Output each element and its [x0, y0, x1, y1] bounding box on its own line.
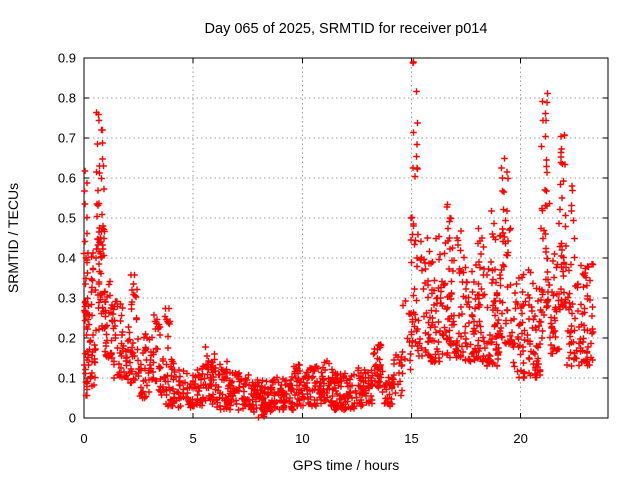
y-tick-label: 0.1: [58, 371, 76, 386]
grid-lines: [84, 58, 608, 418]
plot-border: [83, 57, 609, 419]
y-tick-label: 0.3: [58, 291, 76, 306]
y-tick-label: 0.5: [58, 211, 76, 226]
x-tick-label: 15: [404, 431, 418, 446]
x-tick-label: 20: [513, 431, 527, 446]
y-tick-label: 0.2: [58, 331, 76, 346]
tick-labels: 0 5 10 15 20 0 0.1 0.2 0.3 0.4 0.5 0.6 0.7 0.8 0.9: [58, 51, 528, 447]
x-tick-label: 10: [295, 431, 309, 446]
y-tick-label: 0.8: [58, 91, 76, 106]
scatter-points: [80, 58, 597, 421]
chart-title: Day 065 of 2025, SRMTID for receiver p01…: [205, 21, 488, 37]
x-tick-label: 5: [190, 431, 197, 446]
y-axis-label: SRMTID / TECUs: [5, 183, 21, 293]
y-tick-label: 0.4: [58, 251, 76, 266]
y-tick-label: 0.7: [58, 131, 76, 146]
y-tick-label: 0: [69, 411, 76, 426]
y-tick-label: 0.6: [58, 171, 76, 186]
x-axis-label: GPS time / hours: [293, 457, 400, 473]
y-tick-label: 0.9: [58, 51, 76, 66]
x-tick-label: 0: [80, 431, 87, 446]
